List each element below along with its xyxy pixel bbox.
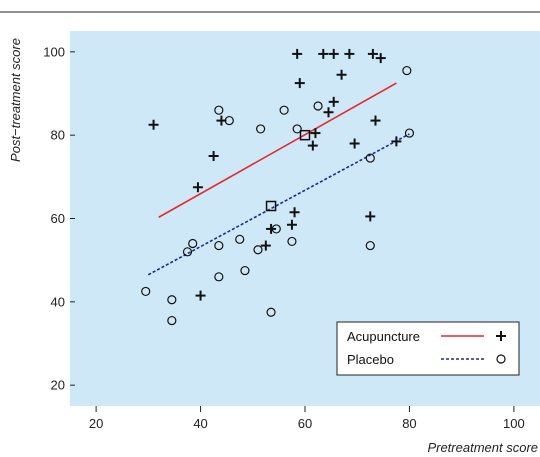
point-acupuncture xyxy=(192,182,203,193)
point-acupuncture xyxy=(375,53,386,64)
point-placebo xyxy=(404,128,415,138)
point-acupuncture xyxy=(266,223,277,234)
x-tick-label: 40 xyxy=(193,416,207,431)
y-axis-title: Post−treatment score xyxy=(8,38,23,162)
point-acupuncture xyxy=(307,140,318,151)
point-acupuncture xyxy=(391,136,402,147)
legend-marker-acupuncture xyxy=(496,331,506,341)
point-placebo xyxy=(266,307,276,317)
point-acupuncture xyxy=(208,151,219,161)
y-tick-label: 60 xyxy=(51,211,65,226)
point-acupuncture xyxy=(328,48,339,59)
point-placebo xyxy=(313,101,323,111)
x-tick-label: 60 xyxy=(298,416,312,431)
point-placebo xyxy=(287,236,297,247)
point-placebo xyxy=(214,272,224,282)
point-placebo xyxy=(365,153,375,163)
point-acupuncture xyxy=(344,48,355,59)
point-placebo xyxy=(224,115,234,126)
x-axis: 20 40 60 80 100 xyxy=(89,406,525,431)
mean-point-acupuncture xyxy=(299,129,311,141)
point-placebo xyxy=(365,240,375,251)
y-tick-label: 100 xyxy=(43,44,65,59)
x-tick-label: 100 xyxy=(503,416,525,431)
point-placebo xyxy=(402,65,412,76)
y-tick-label: 40 xyxy=(51,294,65,309)
point-acupuncture xyxy=(289,207,300,218)
mean-points xyxy=(265,129,311,212)
x-axis-title: Pretreatment score xyxy=(427,440,538,455)
point-acupuncture xyxy=(328,96,339,107)
point-acupuncture xyxy=(310,128,321,139)
y-tick-label: 80 xyxy=(51,128,65,143)
point-placebo xyxy=(141,286,151,297)
point-placebo xyxy=(235,234,245,244)
mean-point-placebo xyxy=(265,200,277,212)
point-acupuncture xyxy=(365,211,376,222)
point-acupuncture xyxy=(294,78,305,89)
y-tick-label: 20 xyxy=(51,378,65,393)
x-tick-label: 20 xyxy=(89,416,103,431)
point-placebo xyxy=(167,315,177,326)
point-placebo xyxy=(214,105,224,115)
point-placebo xyxy=(253,245,263,255)
point-placebo xyxy=(292,124,302,134)
legend: Acupuncture Placebo xyxy=(336,321,520,376)
point-acupuncture xyxy=(323,107,334,118)
point-placebo xyxy=(240,265,250,276)
point-acupuncture xyxy=(292,48,303,59)
legend-label-acupuncture: Acupuncture xyxy=(347,329,420,344)
data-points xyxy=(141,48,415,326)
legend-box xyxy=(336,321,520,376)
point-placebo xyxy=(214,240,224,251)
point-acupuncture xyxy=(318,48,329,59)
point-placebo xyxy=(167,295,177,305)
y-axis: 20 40 60 80 100 xyxy=(43,44,75,393)
point-placebo xyxy=(271,224,281,234)
legend-marker-placebo xyxy=(496,354,506,364)
point-acupuncture xyxy=(260,240,271,251)
point-acupuncture xyxy=(370,115,381,126)
point-acupuncture xyxy=(286,219,297,230)
point-acupuncture xyxy=(195,290,206,301)
point-placebo xyxy=(188,238,198,249)
x-tick-label: 80 xyxy=(402,416,416,431)
legend-label-placebo: Placebo xyxy=(347,352,394,367)
point-placebo xyxy=(279,105,289,115)
point-acupuncture xyxy=(349,138,360,149)
point-placebo xyxy=(182,247,193,257)
fit-line-acupuncture xyxy=(158,82,397,218)
point-acupuncture xyxy=(148,119,159,130)
point-placebo xyxy=(256,124,266,134)
point-acupuncture xyxy=(336,69,347,80)
point-acupuncture xyxy=(367,48,378,59)
